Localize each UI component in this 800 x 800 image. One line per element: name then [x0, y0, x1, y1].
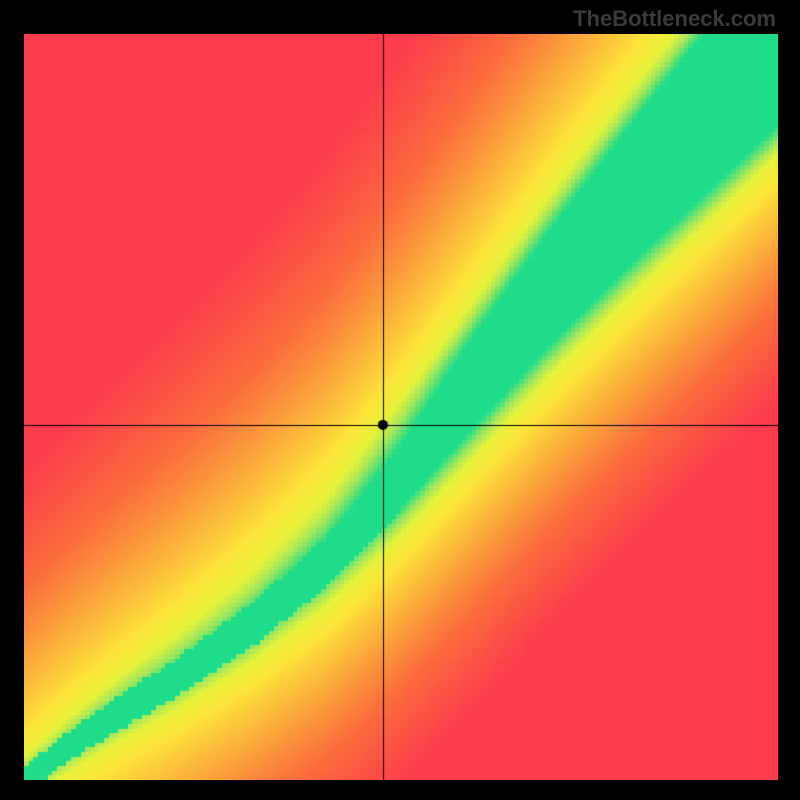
- chart-wrapper: TheBottleneck.com: [0, 0, 800, 800]
- watermark-text: TheBottleneck.com: [573, 6, 776, 32]
- bottleneck-heatmap: [24, 34, 778, 780]
